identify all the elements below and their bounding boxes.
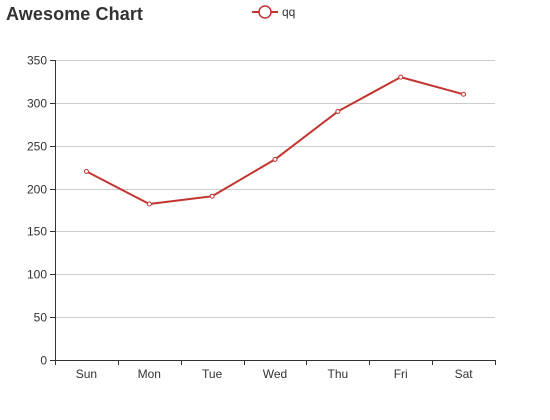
y-tick-label: 200: [27, 183, 47, 197]
chart-title: Awesome Chart: [6, 4, 144, 24]
y-tick-label: 100: [27, 268, 47, 282]
x-tick-label: Fri: [394, 367, 408, 381]
data-point[interactable]: [146, 201, 152, 207]
y-tick-label: 300: [27, 97, 47, 111]
y-tick-label: 250: [27, 140, 47, 154]
gridlines: [55, 60, 495, 318]
x-tick-label: Sun: [76, 367, 97, 381]
legend-series-icon: [252, 5, 278, 19]
y-tick-label: 0: [40, 354, 47, 368]
legend[interactable]: qq: [252, 2, 295, 22]
legend-series-label: qq: [282, 5, 296, 19]
data-point[interactable]: [272, 156, 278, 162]
data-point[interactable]: [461, 91, 467, 97]
data-point[interactable]: [335, 108, 341, 114]
data-point[interactable]: [398, 74, 404, 80]
series-qq: [83, 74, 467, 207]
data-point[interactable]: [209, 193, 215, 199]
x-tick-label: Mon: [138, 367, 161, 381]
x-tick-label: Wed: [263, 367, 287, 381]
x-tick-label: Tue: [202, 367, 223, 381]
series-line: [85, 76, 464, 205]
y-tick-label: 50: [34, 311, 48, 325]
x-tick-label: Sat: [455, 367, 474, 381]
axes: 0 50 100 150 200 250 300 350 Sun Mon Tue Wed Thu Fri S…: [27, 54, 496, 381]
y-tick-label: 150: [27, 225, 47, 239]
y-tick-label: 350: [27, 54, 47, 68]
x-tick-label: Thu: [328, 367, 349, 381]
data-point[interactable]: [83, 168, 89, 174]
